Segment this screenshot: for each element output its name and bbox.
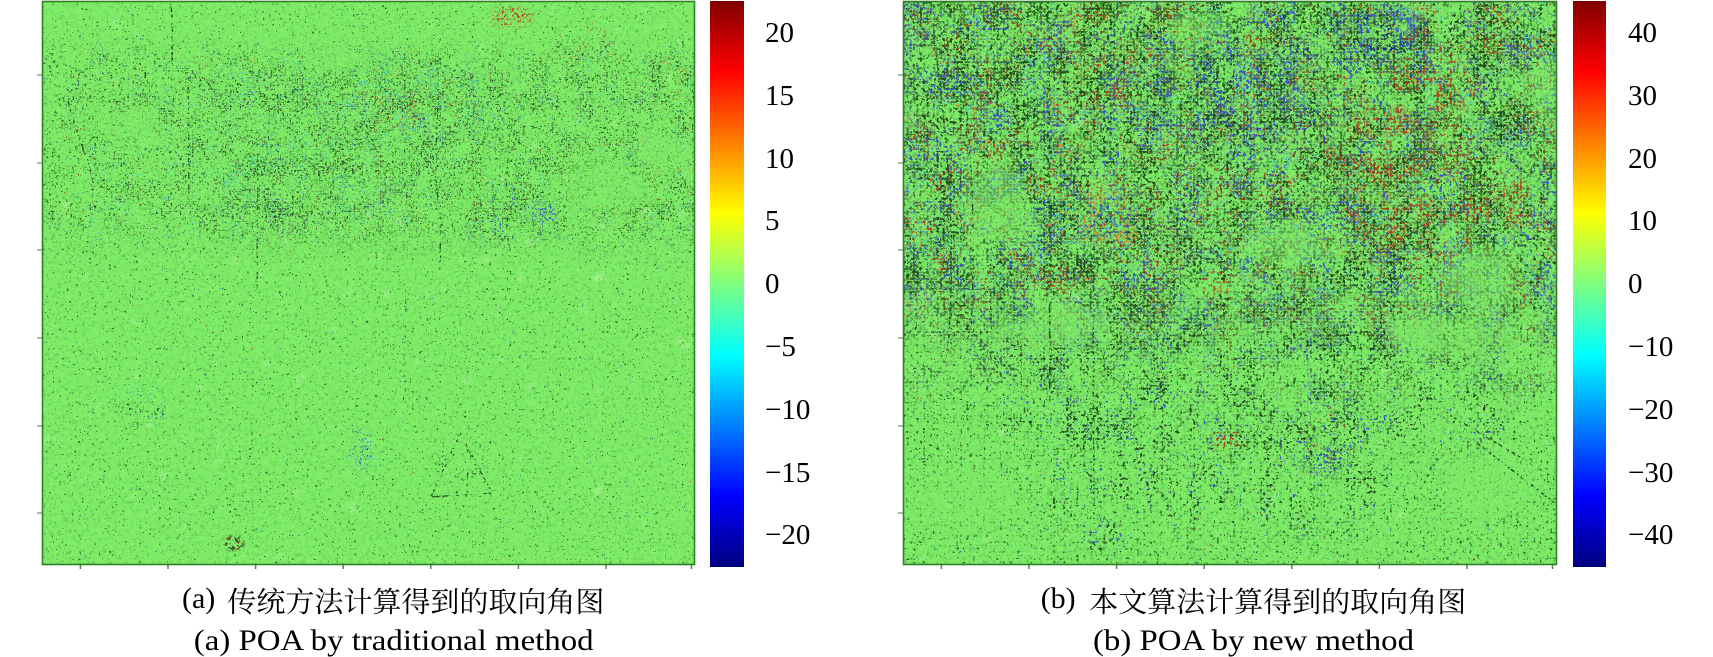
svg-text:10: 10: [1628, 205, 1657, 237]
svg-text:30: 30: [1628, 80, 1657, 112]
svg-text:5: 5: [765, 205, 780, 237]
svg-text:−10: −10: [1628, 331, 1673, 363]
svg-text:−10: −10: [765, 394, 810, 426]
svg-text:10: 10: [765, 143, 794, 175]
svg-text:−15: −15: [765, 457, 810, 489]
svg-text:(b): (b): [1041, 582, 1076, 615]
svg-text:−40: −40: [1628, 519, 1673, 551]
svg-text:−20: −20: [765, 519, 810, 551]
svg-text:−5: −5: [765, 331, 796, 363]
svg-text:−30: −30: [1628, 457, 1673, 489]
svg-text:−20: −20: [1628, 394, 1673, 426]
svg-text:0: 0: [1628, 268, 1643, 300]
svg-text:0: 0: [765, 268, 780, 300]
svg-text:(b) POA by new method: (b) POA by new method: [1093, 624, 1414, 657]
svg-text:(a): (a): [182, 582, 215, 615]
svg-text:(a) POA by traditional method: (a) POA by traditional method: [194, 624, 594, 657]
svg-text:40: 40: [1628, 17, 1657, 49]
svg-text:20: 20: [765, 17, 794, 49]
svg-text:20: 20: [1628, 143, 1657, 175]
svg-text:15: 15: [765, 80, 794, 112]
